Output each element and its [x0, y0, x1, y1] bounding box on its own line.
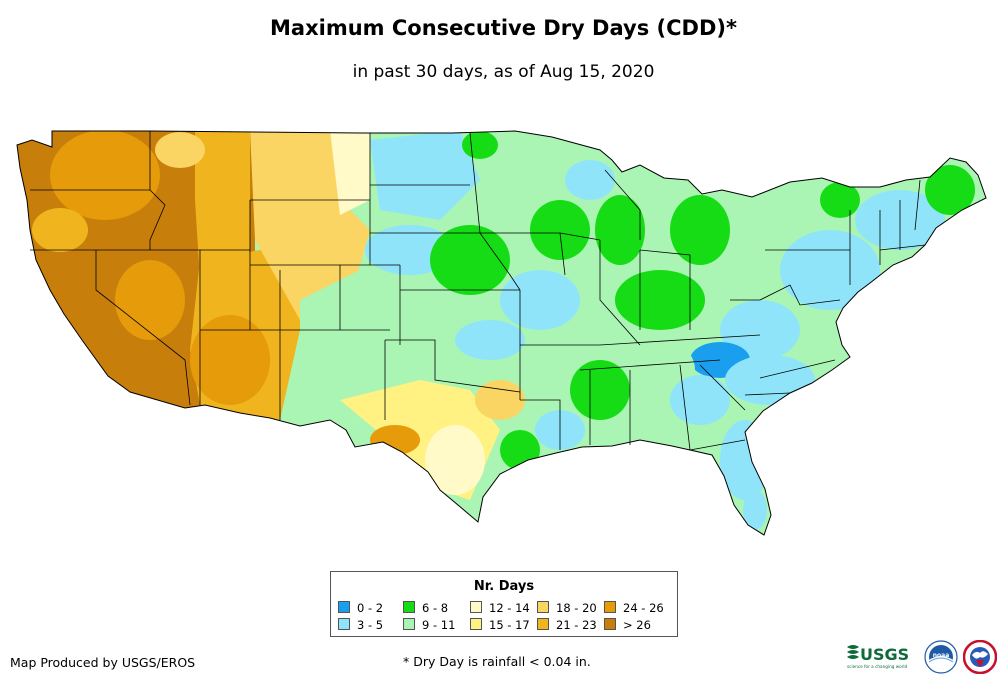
usgs-logo: USGS science for a changing world: [847, 645, 909, 669]
legend-item: 18 - 20: [537, 601, 597, 615]
legend-label: 18 - 20: [556, 601, 597, 615]
legend-label: 24 - 26: [623, 601, 664, 615]
legend-swatch: [470, 618, 482, 630]
legend-label: 3 - 5: [357, 618, 384, 632]
legend-item: 0 - 2: [338, 601, 383, 615]
legend-swatch: [604, 601, 616, 613]
state-boundaries: [30, 131, 926, 451]
legend-item: 9 - 11: [403, 618, 455, 632]
legend-item: 12 - 14: [470, 601, 530, 615]
usgs-wordmark: USGS: [860, 645, 909, 664]
noaa-logo: noaa: [924, 640, 958, 674]
legend-title: Nr. Days: [473, 579, 535, 594]
legend-swatch: [403, 601, 415, 613]
legend-item: 3 - 5: [338, 618, 383, 632]
legend: Nr. Days 0 - 2 3 - 5 6 - 8 9 - 11 12 - 14 15 …: [330, 571, 678, 637]
legend-item: 21 - 23: [537, 618, 597, 632]
nws-logo: [963, 640, 997, 674]
legend-swatch: [537, 601, 549, 613]
legend-label: 21 - 23: [556, 618, 597, 632]
dry-days-raster: [17, 131, 986, 535]
usgs-tagline: science for a changing world: [847, 664, 908, 669]
legend-item: 15 - 17: [470, 618, 530, 632]
legend-item: > 26: [604, 618, 651, 632]
legend-label: 15 - 17: [489, 618, 530, 632]
noaa-wordmark: noaa: [933, 652, 950, 659]
map-subtitle: in past 30 days, as of Aug 15, 2020: [352, 62, 655, 82]
legend-label: 12 - 14: [489, 601, 530, 615]
legend-label: 6 - 8: [422, 601, 449, 615]
legend-label: 9 - 11: [422, 618, 456, 632]
legend-item: 24 - 26: [604, 601, 664, 615]
legend-swatch: [470, 601, 482, 613]
legend-item: 6 - 8: [403, 601, 448, 615]
legend-label: > 26: [623, 618, 651, 632]
us-outline: [16, 130, 987, 536]
legend-swatch: [338, 601, 350, 613]
legend-swatch: [338, 618, 350, 630]
legend-swatch: [403, 618, 415, 630]
legend-label: 0 - 2: [357, 601, 384, 615]
legend-swatch: [537, 618, 549, 630]
produced-by-credit: Map Produced by USGS/EROS: [10, 655, 196, 670]
legend-swatch: [604, 618, 616, 630]
map-title: Maximum Consecutive Dry Days (CDD)*: [270, 16, 737, 40]
dry-day-definition-note: * Dry Day is rainfall < 0.04 in.: [403, 654, 591, 669]
